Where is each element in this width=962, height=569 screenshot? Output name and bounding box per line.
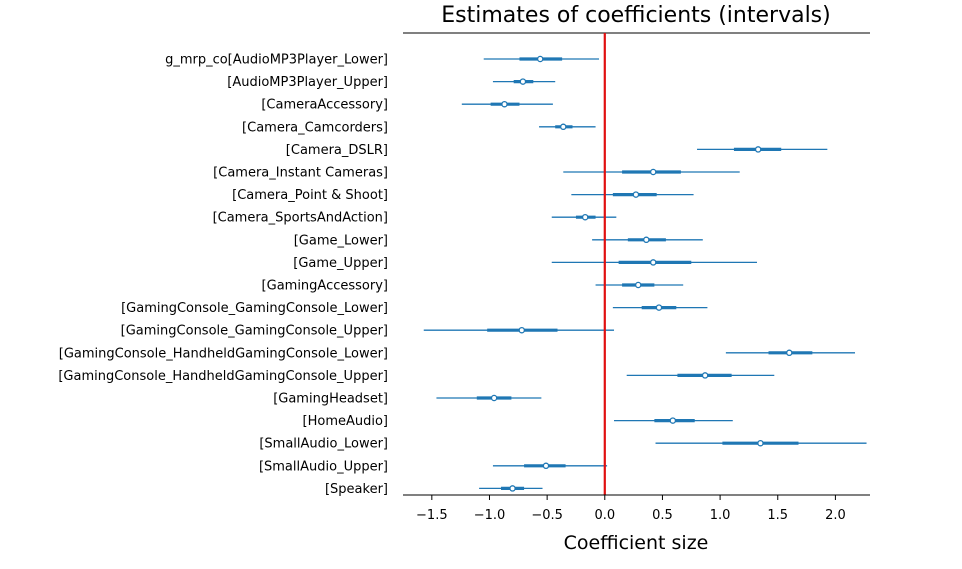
x-tick-label: 1.0 (710, 508, 731, 523)
mean-point (509, 485, 516, 492)
x-tick-label: 2.0 (825, 508, 846, 523)
mean-point (490, 394, 498, 402)
y-tick-label: [Camera_SportsAndAction] (213, 211, 388, 226)
chart-title: Estimates of coefficients (intervals) (441, 3, 830, 28)
mean-point (643, 236, 650, 244)
y-tick-labels: g_mrp_co[AudioMP3Player_Lower] [AudioMP3P… (58, 53, 388, 497)
y-tick-label: [GamingAccessory] (262, 279, 388, 294)
mean-point (701, 372, 709, 379)
y-tick-label: [Camera_Camcorders] (242, 120, 388, 135)
x-tick-label: −1.5 (416, 508, 448, 523)
y-tick-label: [SmallAudio_Lower] (259, 437, 388, 452)
mean-point (634, 281, 642, 289)
mean-point (786, 349, 793, 357)
y-tick-label: [GamingConsole_HandheldGamingConsole_Low… (59, 346, 388, 361)
mean-point (560, 123, 567, 131)
x-tick-label: 1.5 (767, 508, 788, 523)
y-tick-label: g_mrp_co[AudioMP3Player_Lower] (165, 53, 388, 68)
y-tick-label: [GamingConsole_GamingConsole_Lower] (121, 301, 388, 316)
y-tick-label: [Camera_Instant Cameras] (213, 166, 388, 181)
x-tick-label: 0.0 (594, 508, 615, 523)
mean-point (542, 462, 550, 470)
mean-point (632, 191, 640, 198)
interval-group (423, 55, 867, 492)
mean-point (757, 439, 764, 447)
y-tick-label: [Game_Lower] (294, 233, 388, 248)
mean-point (501, 100, 508, 108)
mean-point (754, 146, 762, 153)
y-tick-label: [AudioMP3Player_Upper] (227, 75, 388, 90)
mean-point (581, 213, 589, 221)
mean-point (518, 326, 526, 334)
y-tick-label: [HomeAudio] (303, 414, 388, 429)
x-tick-label: 0.5 (652, 508, 673, 523)
x-axis-label: Coefficient size (564, 532, 709, 554)
y-tick-label: [Camera_DSLR] (286, 143, 388, 158)
x-axis-ticks: −1.5 −1.0 −0.5 0.0 0.5 1.0 1.5 2.0 (416, 495, 846, 523)
y-tick-label: [CameraAccessory] (261, 98, 388, 113)
mean-point (669, 417, 677, 424)
y-tick-label: [SmallAudio_Upper] (259, 459, 388, 474)
mean-point (649, 259, 657, 266)
y-tick-label: [Speaker] (325, 482, 388, 497)
y-tick-label: [Game_Upper] (293, 256, 388, 271)
y-tick-label: [GamingHeadset] (273, 392, 388, 407)
y-tick-label: [GamingConsole_GamingConsole_Upper] (121, 324, 388, 339)
mean-point (649, 168, 657, 176)
y-tick-label: [GamingConsole_HandheldGamingConsole_Upp… (58, 369, 388, 384)
x-tick-label: −0.5 (531, 508, 563, 523)
mean-point (519, 78, 527, 85)
mean-point (536, 55, 544, 63)
y-tick-label: [Camera_Point & Shoot] (232, 188, 388, 203)
mean-point (655, 304, 663, 311)
x-tick-label: −1.0 (474, 508, 506, 523)
